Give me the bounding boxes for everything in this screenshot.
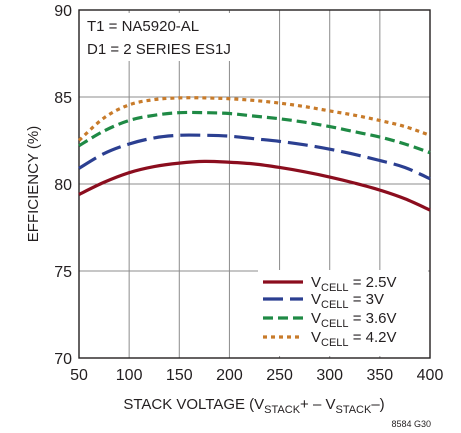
legend-background: [258, 270, 428, 356]
y-tick-label: 70: [54, 351, 72, 368]
figure-id: 8584 G30: [391, 419, 431, 429]
x-tick-label: 50: [70, 367, 88, 384]
x-tick-label: 400: [417, 367, 444, 384]
y-tick-label: 85: [54, 90, 72, 107]
series-line-vcell-3-6v: [78, 110, 431, 155]
tick-labels: 50 100 150 200 250 300 350 400 70 75 80 85 90: [54, 3, 443, 384]
series-line-vcell-2-5v: [78, 159, 431, 212]
plot-frame: [78, 9, 431, 359]
x-tick-label: 200: [216, 367, 243, 384]
y-axis-title: EFFICIENCY (%): [25, 126, 42, 242]
series-line-vcell-3v: [78, 133, 431, 181]
legend-label: VCELL = 2.5V: [311, 274, 397, 294]
x-tick-label: 250: [266, 367, 293, 384]
x-tick-label: 350: [367, 367, 394, 384]
y-tick-label: 90: [54, 3, 72, 20]
x-tick-label: 150: [166, 367, 193, 384]
x-tick-label: 100: [116, 367, 143, 384]
legend-label: VCELL = 4.2V: [311, 329, 397, 349]
annotation-diode: D1 = 2 SERIES ES1J: [87, 41, 231, 58]
legend-label: VCELL = 3.6V: [311, 310, 397, 330]
y-tick-label: 80: [54, 177, 72, 194]
legend-label: VCELL = 3V: [311, 291, 384, 311]
x-axis-title: STACK VOLTAGE (VSTACK+ – VSTACK–): [123, 396, 384, 416]
y-tick-label: 75: [54, 264, 72, 281]
annotation-background: [83, 13, 258, 61]
series-lines: [77, 96, 431, 212]
series-line-vcell-4-2v: [77, 96, 431, 142]
x-tick-label: 300: [316, 367, 343, 384]
annotation-transformer: T1 = NA5920-AL: [87, 18, 199, 35]
